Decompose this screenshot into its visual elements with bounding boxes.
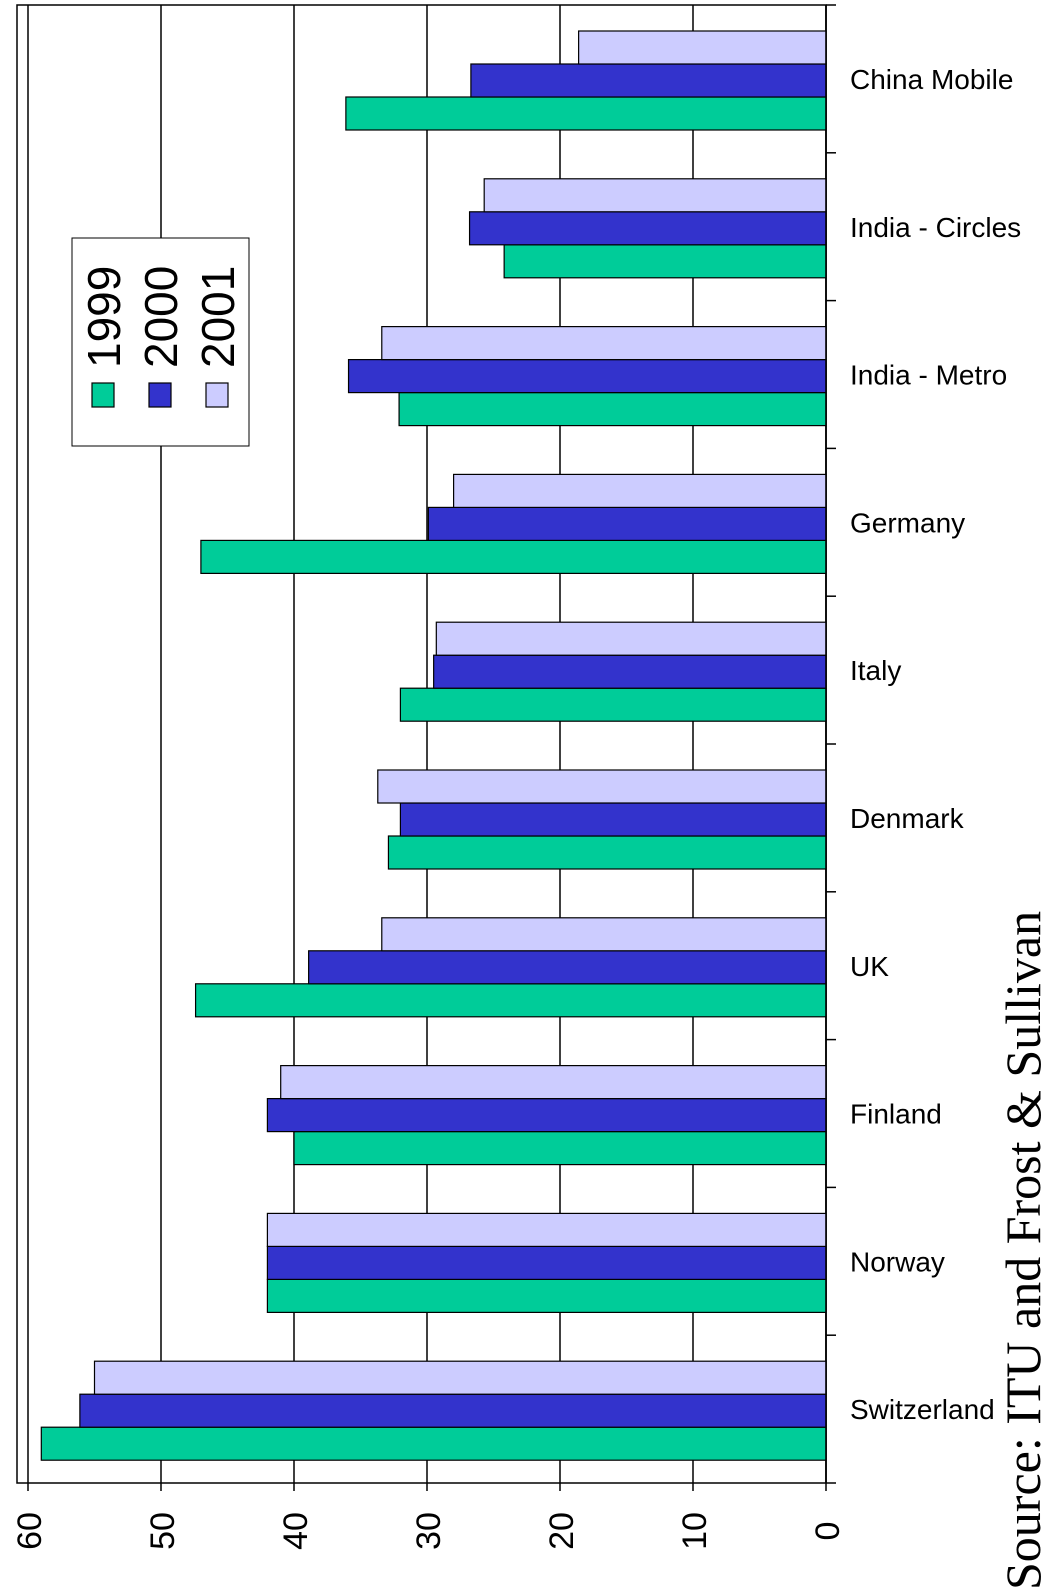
category-label: UK (850, 951, 889, 982)
category-label: India - Circles (850, 212, 1021, 243)
plot: 0 10 20 30 40 50 60 China Mobile India - Circles… (11, 4, 1021, 1550)
x-tick-label: 40 (277, 1512, 315, 1550)
bar (503, 244, 827, 279)
bar (266, 1212, 827, 1248)
bar (468, 211, 827, 246)
bar (347, 359, 827, 394)
legend-swatch (91, 382, 115, 408)
bar (93, 1360, 827, 1395)
bar (435, 621, 827, 656)
bar (266, 1097, 827, 1133)
bar (79, 1393, 827, 1428)
bar (194, 983, 827, 1018)
legend-swatch (205, 382, 229, 408)
category-label: Switzerland (850, 1394, 995, 1425)
legend-box (71, 237, 250, 447)
bar (381, 326, 827, 361)
category-label: Norway (850, 1246, 945, 1277)
category-label: India - Metro (850, 360, 1007, 391)
legend-label: 2001 (192, 266, 244, 368)
legend-label: 2000 (135, 266, 187, 368)
category-label: Denmark (850, 803, 965, 834)
source: Source: ITU and Frost & Sullivan (995, 911, 1051, 1590)
category-label: Finland (850, 1099, 942, 1130)
bar (266, 1245, 827, 1281)
bar (377, 769, 827, 804)
x-tick-label: 50 (144, 1512, 182, 1550)
legend-label: 1999 (78, 266, 130, 368)
category-label: Italy (850, 655, 901, 686)
bar (266, 1278, 827, 1314)
bar (308, 950, 827, 985)
bar (40, 1426, 827, 1461)
bar (280, 1064, 827, 1100)
x-tick-label: 60 (11, 1512, 49, 1550)
bar (398, 392, 827, 427)
category-label: Germany (850, 507, 965, 538)
bar (483, 178, 827, 213)
bar (427, 506, 827, 541)
bar (399, 802, 827, 837)
bar (345, 96, 827, 131)
bar (387, 835, 827, 870)
bar (293, 1130, 827, 1166)
category-label: China Mobile (850, 64, 1013, 95)
x-tick-label: 30 (410, 1512, 448, 1550)
bar (200, 539, 827, 575)
bar (453, 473, 827, 508)
bar (433, 654, 827, 689)
legend-swatch (148, 382, 172, 408)
bar (578, 30, 827, 65)
x-tick-label: 10 (676, 1512, 714, 1550)
x-tick-label: 20 (543, 1512, 581, 1550)
bar (381, 917, 827, 952)
bar (470, 63, 827, 98)
x-tick-label: 0 (809, 1522, 847, 1541)
bar (399, 687, 827, 722)
